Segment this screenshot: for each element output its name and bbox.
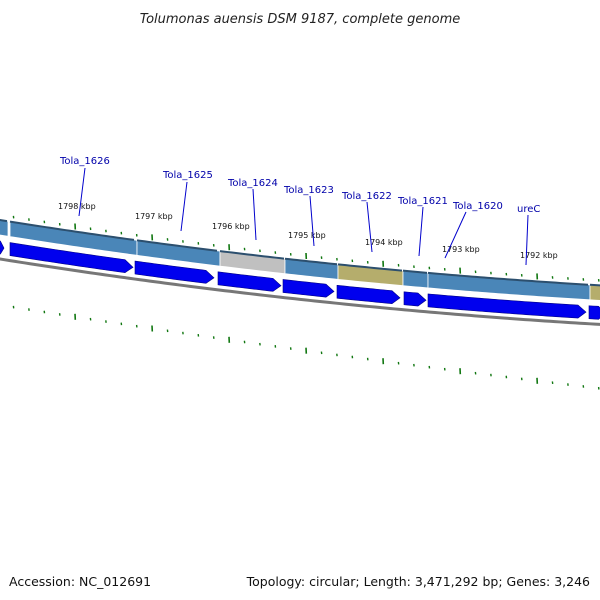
feature-edge xyxy=(219,250,285,260)
gene-label-tola-1623: Tola_1623 xyxy=(283,185,334,196)
gene-labels: Tola_1626 Tola_1625 Tola_1624 Tola_1623 … xyxy=(59,156,540,266)
feature-edge xyxy=(284,257,338,266)
cds-arrow xyxy=(0,240,5,255)
feature-band xyxy=(0,218,600,301)
inner-tick-row xyxy=(12,305,600,390)
gene-label-leader xyxy=(525,214,529,266)
outer-tick-row xyxy=(12,215,600,282)
feature-segment xyxy=(136,239,221,267)
feature-edge xyxy=(337,263,403,272)
genome-summary: Topology: circular; Length: 3,471,292 bp… xyxy=(246,574,590,589)
feature-edge xyxy=(589,283,600,287)
position-ticks: 1798 kbp 1797 kbp 1796 kbp 1795 kbp 1794… xyxy=(58,202,558,260)
position-tick-label: 1792 kbp xyxy=(520,251,558,260)
gene-label-leader xyxy=(444,211,467,259)
position-tick-label: 1795 kbp xyxy=(288,231,326,240)
position-tick-label: 1798 kbp xyxy=(58,202,96,211)
gene-label-tola-1624: Tola_1624 xyxy=(227,178,278,189)
gene-label-tola-1620: Tola_1620 xyxy=(452,201,503,212)
gene-label-leader xyxy=(309,195,315,247)
gene-label-leader xyxy=(252,188,257,241)
gene-label-leader xyxy=(180,181,188,232)
gene-label-tola-1626: Tola_1626 xyxy=(59,156,110,167)
gene-label-urec: ureC xyxy=(517,204,540,215)
cds-arrow xyxy=(134,260,215,284)
cds-arrow xyxy=(427,293,587,319)
feature-edge xyxy=(402,269,428,274)
cds-arrow xyxy=(336,284,401,304)
gene-label-leader xyxy=(418,206,424,257)
position-tick-label: 1796 kbp xyxy=(212,222,250,231)
cds-arrow xyxy=(217,271,282,292)
feature-segment xyxy=(589,284,600,301)
gene-label-leader xyxy=(366,201,373,253)
gene-label-tola-1622: Tola_1622 xyxy=(341,191,392,202)
gene-label-tola-1621: Tola_1621 xyxy=(397,196,448,207)
feature-edge xyxy=(9,220,135,241)
position-tick-label: 1794 kbp xyxy=(365,238,403,247)
gene-label-leader xyxy=(78,167,86,217)
cds-arrow xyxy=(403,291,427,307)
gene-label-tola-1625: Tola_1625 xyxy=(162,170,213,181)
genome-backbone xyxy=(0,257,600,326)
cds-arrow-row xyxy=(0,240,600,320)
position-tick-label: 1797 kbp xyxy=(135,212,173,221)
feature-edge xyxy=(136,239,218,252)
cds-arrow xyxy=(588,305,600,320)
feature-edge xyxy=(427,271,589,286)
map-title: Tolumonas auensis DSM 9187, complete gen… xyxy=(140,12,461,27)
feature-edge xyxy=(0,218,8,223)
cds-arrow xyxy=(282,279,335,298)
cds-arrow xyxy=(9,242,134,273)
position-tick-label: 1793 kbp xyxy=(442,245,480,254)
accession-label: Accession: NC_012691 xyxy=(9,574,151,589)
